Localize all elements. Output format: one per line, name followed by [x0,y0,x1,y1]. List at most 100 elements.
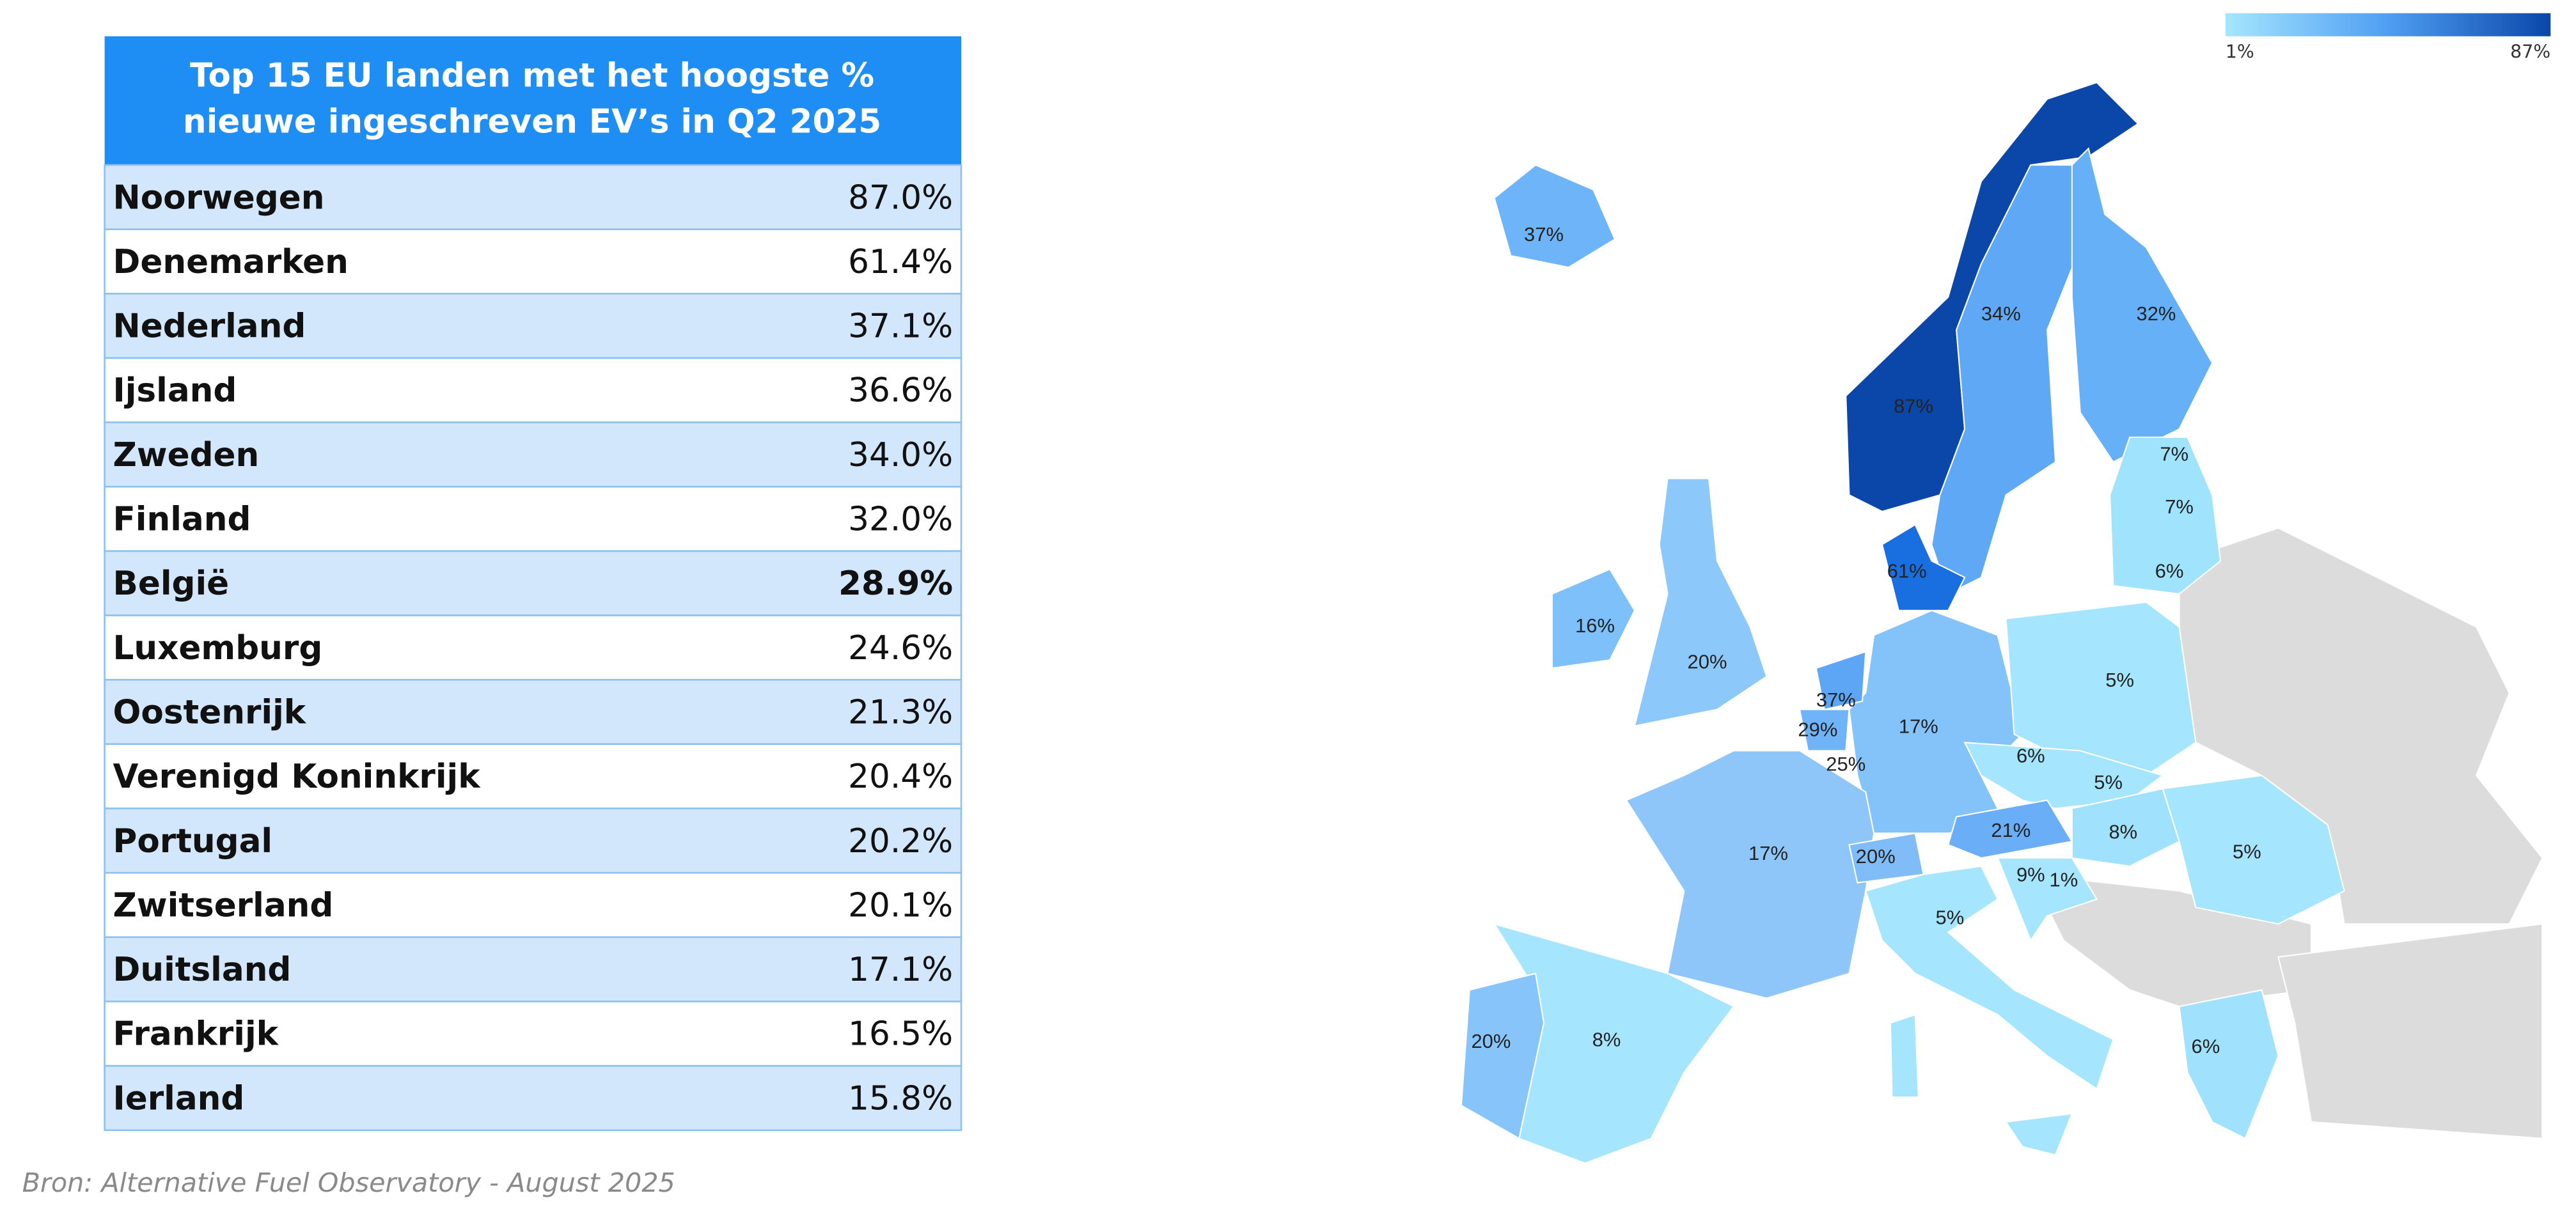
region [1460,972,1545,1140]
ev-share: 32.0% [848,501,953,539]
map-label: 37% [1524,223,1564,246]
region [1997,857,2098,942]
region [2277,923,2543,1139]
ev-share: 37.1% [848,308,953,346]
country-name: Luxemburg [113,629,323,667]
map-label: 7% [2165,495,2194,518]
map-label: 8% [1592,1029,1621,1051]
map-label: 5% [2105,669,2134,691]
map-label: 20% [1856,845,1896,868]
map-label: 5% [1935,907,1964,929]
region [1815,650,1867,710]
country-name: Zwitserland [113,886,334,924]
map [1460,81,2543,1164]
map-label: 6% [2155,560,2184,582]
region [1889,1013,1919,1098]
ev-share: 17.1% [848,951,953,989]
table-row [104,550,962,616]
legend-max: 87% [2510,42,2550,63]
table-title: Top 15 EU landen met het hoogste % [190,56,874,95]
map-label: 7% [2160,442,2188,465]
country-name: Oostenrijk [113,693,307,731]
table-row [104,1064,962,1132]
country-name: Zweden [113,436,260,474]
region [1864,865,2114,1090]
ev-share: 15.8% [848,1079,953,1118]
region [1493,164,1616,269]
region [2178,527,2543,925]
map-label: 1% [2050,868,2078,891]
map-label: 5% [2094,771,2123,793]
table-row [104,936,962,1002]
table: Top 15 EU landen met het hoogste % nieuw… [104,36,962,1132]
map-label: 29% [1798,718,1837,740]
country-name: Finland [113,501,251,539]
table-header [104,36,962,166]
table-row [104,807,962,874]
map-label: 17% [1748,842,1788,864]
legend-min: 1% [2226,42,2254,63]
region [2005,601,2197,777]
map-label: 6% [2192,1035,2220,1057]
table-row [104,1001,962,1067]
map-label: 17% [1899,715,1938,737]
ev-share: 21.3% [848,693,953,731]
map-label: 6% [2016,745,2045,767]
table-row [104,678,962,745]
map-label: 8% [2109,820,2137,843]
ev-share: 34.0% [848,436,953,474]
map-label: 32% [2136,302,2176,325]
country-name: Verenigd Koninkrijk [113,758,482,796]
country-name: Ierland [113,1079,245,1118]
map-label: 21% [1991,819,2030,841]
ev-share: 20.4% [848,758,953,796]
region [1633,478,1768,727]
legend-bar [2225,13,2551,36]
ev-share: 61.4% [848,243,953,281]
ev-share: 20.2% [848,822,953,861]
ev-share: 24.6% [848,629,953,667]
table-row [104,871,962,939]
country-name: België [113,565,230,603]
table-row [104,486,962,552]
region [2071,147,2213,463]
table-row [104,421,962,488]
ev-share: 28.9% [838,565,953,603]
map-label: 61% [1887,560,1927,582]
ev-share: 36.6% [848,371,953,410]
region [1625,750,1875,999]
country-name: Portugal [113,822,273,861]
table-row [104,293,962,359]
map-label: 25% [1826,753,1865,776]
map-label: 87% [1894,395,1933,417]
map-label: 20% [1471,1030,1511,1052]
map-label: 16% [1575,614,1615,637]
region [1881,524,1966,611]
source: Bron: Alternative Fuel Observatory - Aug… [22,1167,675,1198]
country-name: Duitsland [113,951,292,989]
country-name: Denemarken [113,243,349,281]
table-row [104,164,962,231]
map-label: 20% [1688,651,1727,673]
country-name: Frankrijk [113,1015,279,1054]
region [1798,708,1850,752]
ev-share: 20.1% [848,886,953,924]
country-name: Ijsland [113,371,237,410]
table-row [104,357,962,423]
map-label: 37% [1816,689,1856,711]
region [1551,568,1636,669]
map-label: 9% [2016,864,2045,886]
region [1947,799,2073,859]
region [2071,788,2180,867]
country-name: Nederland [113,308,306,346]
region [2004,1112,2073,1156]
ev-share: 87.0% [848,178,953,217]
region [2178,989,2279,1140]
map-label: 5% [2233,840,2261,862]
ev-share: 16.5% [848,1015,953,1054]
region [2109,436,2222,595]
map-labels: 37% 87% 34% 32% 61% 7% 7% 6% 16% 20% 37% 29% 25% 17% 5… [1471,223,2261,1057]
country-name: Noorwegen [113,178,325,217]
